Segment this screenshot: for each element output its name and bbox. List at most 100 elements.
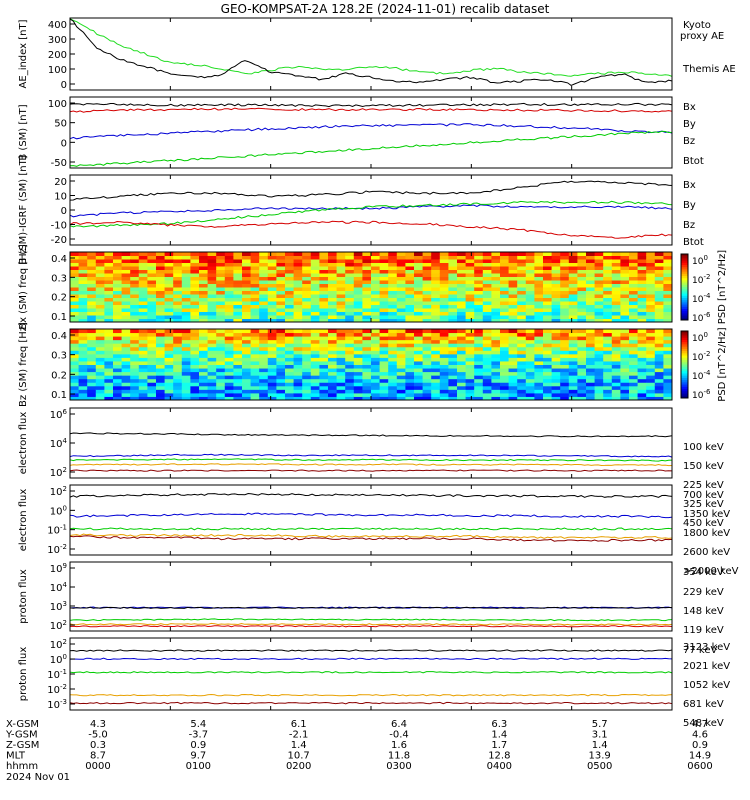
spectrogram-cell (482, 343, 492, 348)
spectrogram-cell (439, 350, 449, 355)
spectrogram-cell (70, 304, 80, 309)
spectrogram-cell (173, 396, 183, 401)
spectrogram-cell (199, 273, 209, 277)
spectrogram-cell (534, 276, 544, 281)
spectrogram-cell (414, 297, 424, 302)
spectrogram-cell (508, 329, 518, 334)
spectrogram-cell (594, 311, 604, 316)
spectrogram-cell (508, 378, 518, 383)
spectrogram-cell (534, 304, 544, 309)
spectrogram-cell (130, 353, 140, 358)
spectrogram-cell (199, 269, 209, 274)
spectrogram-cell (87, 350, 97, 355)
spectrogram-cell (233, 371, 243, 376)
spectrogram-cell (259, 308, 269, 312)
spectrogram-cell (663, 273, 673, 277)
spectrogram-cell (216, 336, 226, 341)
spectrogram-cell (379, 357, 389, 362)
spectrogram-cell (611, 287, 621, 291)
spectrogram-cell (474, 280, 484, 284)
spectrogram-cell (113, 262, 123, 267)
spectrogram-cell (345, 308, 355, 312)
spectrogram-cell (594, 318, 604, 323)
spectrogram-cell (302, 283, 312, 288)
spectrogram-cell (250, 266, 260, 270)
spectrogram-cell (216, 252, 226, 256)
spectrogram-cell (87, 368, 97, 373)
spectrogram-cell (181, 371, 191, 376)
spectrogram-cell (474, 301, 484, 305)
spectrogram-cell (508, 252, 518, 256)
spectrogram-cell (302, 297, 312, 302)
spectrogram-cell (663, 360, 673, 365)
spectrogram-cell (267, 290, 277, 295)
spectrogram-cell (353, 332, 363, 337)
spectrogram-cell (259, 336, 269, 341)
spectrogram-cell (216, 255, 226, 260)
spectrogram-cell (199, 375, 209, 380)
spectrogram-cell (224, 287, 234, 291)
spectrogram-cell (113, 339, 123, 344)
spectrogram-cell (267, 360, 277, 365)
spectrogram-cell (285, 269, 295, 274)
spectrogram-cell (87, 346, 97, 351)
spectrogram-cell (319, 385, 329, 390)
spectrogram-cell (611, 283, 621, 288)
spectrogram-cell (276, 315, 286, 319)
spectrogram-cell (611, 255, 621, 260)
spectrogram-cell (156, 392, 166, 397)
spectrogram-cell (190, 353, 200, 358)
spectrogram-cell (362, 392, 372, 397)
spectrogram-cell (259, 266, 269, 270)
spectrogram-cell (156, 311, 166, 316)
spectrogram-cell (319, 360, 329, 365)
spectrogram-cell (457, 280, 467, 284)
spectrogram-cell (568, 262, 578, 267)
spectrogram-cell (508, 294, 518, 298)
spectrogram-cell (371, 389, 381, 394)
colorbar-segment (681, 351, 688, 354)
spectrogram-cell (646, 346, 656, 351)
spectrogram-cell (637, 389, 647, 394)
spectrogram-cell (431, 339, 441, 344)
spectrogram-cell (379, 329, 389, 334)
spectrogram-cell (276, 389, 286, 394)
spectrogram-cell (525, 336, 535, 341)
spectrogram-cell (121, 262, 131, 267)
spectrogram-cell (620, 318, 630, 323)
spectrogram-cell (345, 357, 355, 362)
spectrogram-cell (310, 343, 320, 348)
legend-label: By (683, 200, 696, 211)
spectrogram-cell (517, 364, 527, 369)
spectrogram-cell (164, 332, 174, 337)
spectrogram-cell (577, 283, 587, 288)
spectrogram-cell (603, 385, 613, 390)
spectrogram-cell (431, 308, 441, 312)
spectrogram-cell (302, 382, 312, 387)
spectrogram-cell (568, 290, 578, 295)
spectrogram-cell (568, 273, 578, 277)
spectrogram-cell (233, 346, 243, 351)
spectrogram-cell (328, 385, 338, 390)
spectrogram-cell (147, 375, 157, 380)
spectrogram-cell (130, 266, 140, 270)
spectrogram-cell (448, 364, 458, 369)
spectrogram-cell (448, 276, 458, 281)
spectrogram-cell (130, 332, 140, 337)
spectrogram-cell (104, 346, 114, 351)
spectrogram-cell (310, 294, 320, 298)
spectrogram-cell (543, 269, 553, 274)
spectrogram-cell (534, 259, 544, 263)
spectrogram-cell (345, 252, 355, 256)
spectrogram-cell (611, 392, 621, 397)
spectrogram-cell (113, 396, 123, 401)
spectrogram-cell (78, 262, 88, 267)
spectrogram-cell (233, 343, 243, 348)
spectrogram-cell (78, 269, 88, 274)
spectrogram-cell (130, 276, 140, 281)
spectrogram-cell (457, 368, 467, 373)
spectrogram-cell (224, 385, 234, 390)
spectrogram-cell (663, 276, 673, 281)
spectrogram-cell (164, 371, 174, 376)
